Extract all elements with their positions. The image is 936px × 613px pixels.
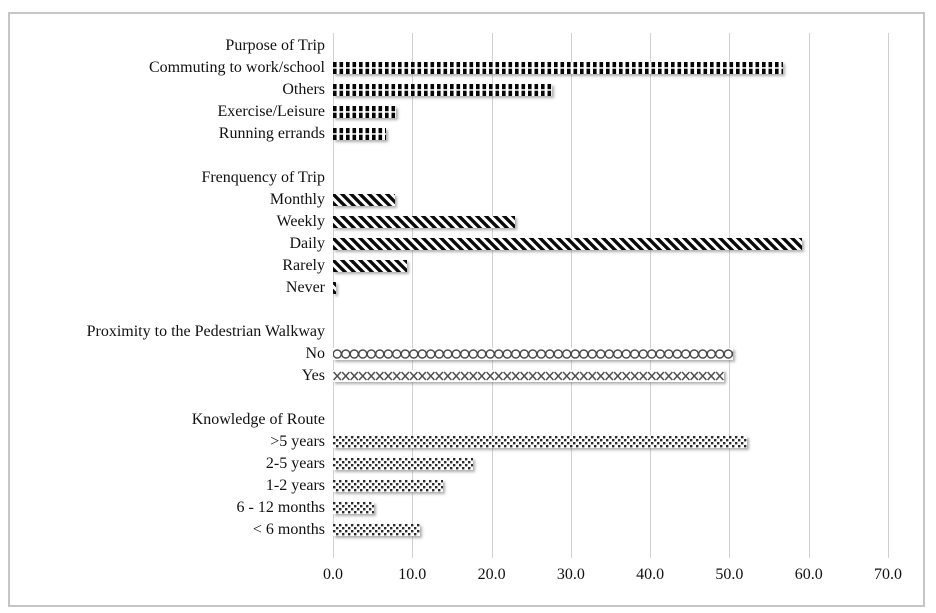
group-row: Purpose of Trip [0, 35, 936, 57]
bar-1-2-years [333, 480, 443, 492]
bar-2-5-years [333, 458, 473, 470]
gridline [888, 33, 889, 558]
group-row: Proximity to the Pedestrian Walkway [0, 321, 936, 343]
x-tick-label: 60.0 [794, 566, 823, 583]
category-label: Rarely [282, 257, 325, 274]
category-label: 6 - 12 months [236, 499, 325, 516]
x-tick-label: 0.0 [323, 566, 343, 583]
bar-rarely [333, 260, 407, 272]
bar-row: No [0, 343, 936, 365]
bar-monthly [333, 194, 395, 206]
bar-row: Others [0, 79, 936, 101]
bar-exercise-leisure [333, 106, 396, 118]
x-tick-label: 70.0 [874, 566, 902, 583]
group-row: Frenquency of Trip [0, 167, 936, 189]
group-label: Proximity to the Pedestrian Walkway [86, 323, 325, 340]
group-row: Knowledge of Route [0, 409, 936, 431]
bar-row: Rarely [0, 255, 936, 277]
bar-6-12-months [333, 502, 374, 514]
bar-row: Weekly [0, 211, 936, 233]
bar-yes [333, 370, 724, 382]
category-label: Monthly [269, 191, 325, 208]
bar-row: Exercise/Leisure [0, 101, 936, 123]
bar-running-errands [333, 128, 386, 140]
category-label: Never [285, 279, 325, 296]
group-label: Knowledge of Route [191, 411, 325, 428]
bar-others [333, 84, 552, 96]
bar-row: Running errands [0, 123, 936, 145]
bar-row: Yes [0, 365, 936, 387]
gridline [570, 33, 572, 558]
bar-row: Daily [0, 233, 936, 255]
category-label: Commuting to work/school [149, 59, 325, 76]
category-label: Daily [289, 235, 325, 252]
bar-commuting-to-work-school [333, 62, 783, 74]
gridline [333, 33, 334, 558]
gridline [650, 33, 652, 558]
plot-frame [8, 12, 925, 607]
category-label: Exercise/Leisure [217, 103, 326, 120]
gridline [729, 33, 731, 558]
bar-daily [333, 238, 802, 250]
group-label: Purpose of Trip [225, 37, 325, 54]
gridline [491, 33, 493, 558]
bar-6-months [333, 524, 420, 536]
bar-row: 1-2 years [0, 475, 936, 497]
bar-no [333, 348, 733, 360]
bar-row: >5 years [0, 431, 936, 453]
category-label: 1-2 years [265, 477, 325, 494]
gridline [412, 33, 414, 558]
category-label: Yes [301, 367, 325, 384]
category-label: >5 years [270, 433, 325, 450]
group-label: Frenquency of Trip [201, 169, 325, 186]
bar-5-years [333, 436, 747, 448]
x-tick-label: 10.0 [398, 566, 427, 583]
gridline [808, 33, 810, 558]
x-tick-label: 50.0 [715, 566, 744, 583]
bar-row: 6 - 12 months [0, 497, 936, 519]
category-label: Running errands [218, 125, 325, 142]
bar-row: Commuting to work/school [0, 57, 936, 79]
bar-weekly [333, 216, 515, 228]
x-tick-label: 20.0 [477, 566, 506, 583]
category-label: 2-5 years [265, 455, 325, 472]
category-label: No [305, 345, 325, 362]
bar-never [333, 282, 336, 294]
bar-row: 2-5 years [0, 453, 936, 475]
bar-row: Monthly [0, 189, 936, 211]
x-tick-label: 40.0 [636, 566, 665, 583]
bar-row: < 6 months [0, 519, 936, 541]
category-label: Others [282, 81, 325, 98]
category-label: < 6 months [252, 521, 325, 538]
x-tick-label: 30.0 [556, 566, 585, 583]
bar-row: Never [0, 277, 936, 299]
category-label: Weekly [276, 213, 325, 230]
